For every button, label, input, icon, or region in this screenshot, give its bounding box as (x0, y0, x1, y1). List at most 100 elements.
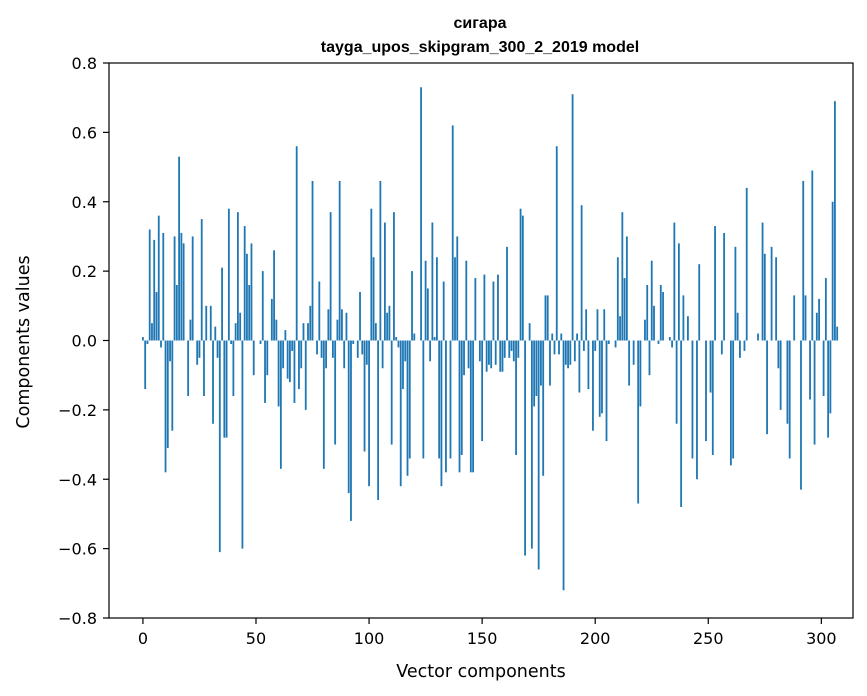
bar (497, 274, 499, 341)
y-tick-label: −0.4 (58, 470, 97, 489)
bar (723, 232, 726, 341)
bar (592, 340, 594, 431)
bar (309, 305, 312, 341)
y-tick-label: 0.0 (72, 332, 97, 351)
bar (232, 340, 235, 396)
bar (524, 340, 526, 556)
bar (691, 340, 694, 459)
bar (485, 340, 488, 372)
bar (458, 340, 461, 473)
bar (533, 340, 536, 407)
bar (431, 222, 434, 341)
bar (580, 205, 583, 341)
bar (456, 236, 459, 341)
bar (562, 340, 565, 591)
bar (311, 180, 314, 341)
bar (345, 312, 348, 341)
bar (445, 340, 447, 473)
bar (628, 340, 631, 386)
bar (601, 340, 603, 414)
bar (298, 340, 300, 390)
bar (237, 212, 239, 341)
bar (429, 340, 432, 362)
bar (164, 340, 167, 473)
bar (347, 340, 350, 494)
bar (239, 312, 242, 341)
bar (530, 340, 533, 549)
bar (422, 340, 425, 459)
bar (218, 340, 221, 553)
bar (800, 340, 802, 490)
bar (331, 340, 334, 358)
bar (273, 250, 275, 341)
bar (637, 340, 640, 504)
bar (261, 271, 264, 341)
bar (460, 340, 463, 455)
bar (286, 340, 289, 379)
bar (302, 323, 305, 341)
bar (501, 340, 504, 372)
x-tick-label: 300 (806, 629, 837, 648)
bar (341, 309, 343, 341)
bar (582, 340, 585, 351)
bar (180, 232, 183, 341)
bar (687, 316, 689, 341)
bar (467, 340, 470, 369)
bar (246, 253, 248, 341)
bar (831, 201, 834, 341)
bar (336, 319, 339, 341)
bar (490, 340, 493, 369)
bar (510, 340, 513, 351)
bar (815, 312, 818, 341)
bar (614, 340, 617, 348)
bar (607, 340, 610, 344)
bar (162, 232, 165, 341)
bar (395, 337, 398, 341)
bar (293, 340, 296, 403)
bar (469, 340, 472, 473)
bar (325, 340, 327, 369)
bar (438, 340, 441, 459)
bar (804, 295, 807, 341)
bar (300, 340, 303, 369)
bar (512, 340, 515, 362)
bar (544, 295, 547, 341)
bar (221, 267, 223, 341)
bar (777, 340, 780, 369)
bar (621, 212, 624, 341)
bar (212, 340, 214, 424)
bar (370, 208, 373, 341)
bar (680, 340, 683, 507)
bar (578, 340, 581, 393)
bar (743, 340, 746, 351)
bar (657, 340, 660, 344)
bar (836, 326, 839, 341)
bar (766, 340, 768, 435)
chart-subtitle: tayga_upos_skipgram_300_2_2019 model (321, 39, 639, 56)
bar (350, 340, 352, 521)
bar (182, 243, 185, 341)
bar (564, 340, 567, 365)
bar (481, 340, 484, 442)
bar (517, 340, 520, 358)
bar (763, 253, 766, 341)
y-tick-label: −0.6 (58, 540, 97, 559)
bar (519, 208, 522, 341)
bar (327, 309, 330, 341)
bar (146, 340, 149, 344)
bar (266, 340, 269, 376)
bar (506, 246, 508, 341)
x-axis: 0 50 100 150 200 250 300 (138, 618, 837, 648)
bar (632, 340, 635, 365)
bar (648, 340, 651, 376)
bar (824, 278, 827, 341)
bar (549, 340, 551, 386)
bar (223, 340, 226, 438)
bar (488, 340, 490, 365)
bar (209, 305, 212, 341)
bar (675, 340, 678, 424)
bar (492, 281, 495, 341)
chart-title: сигара (454, 15, 507, 32)
bar (793, 295, 796, 341)
bar (646, 285, 649, 341)
